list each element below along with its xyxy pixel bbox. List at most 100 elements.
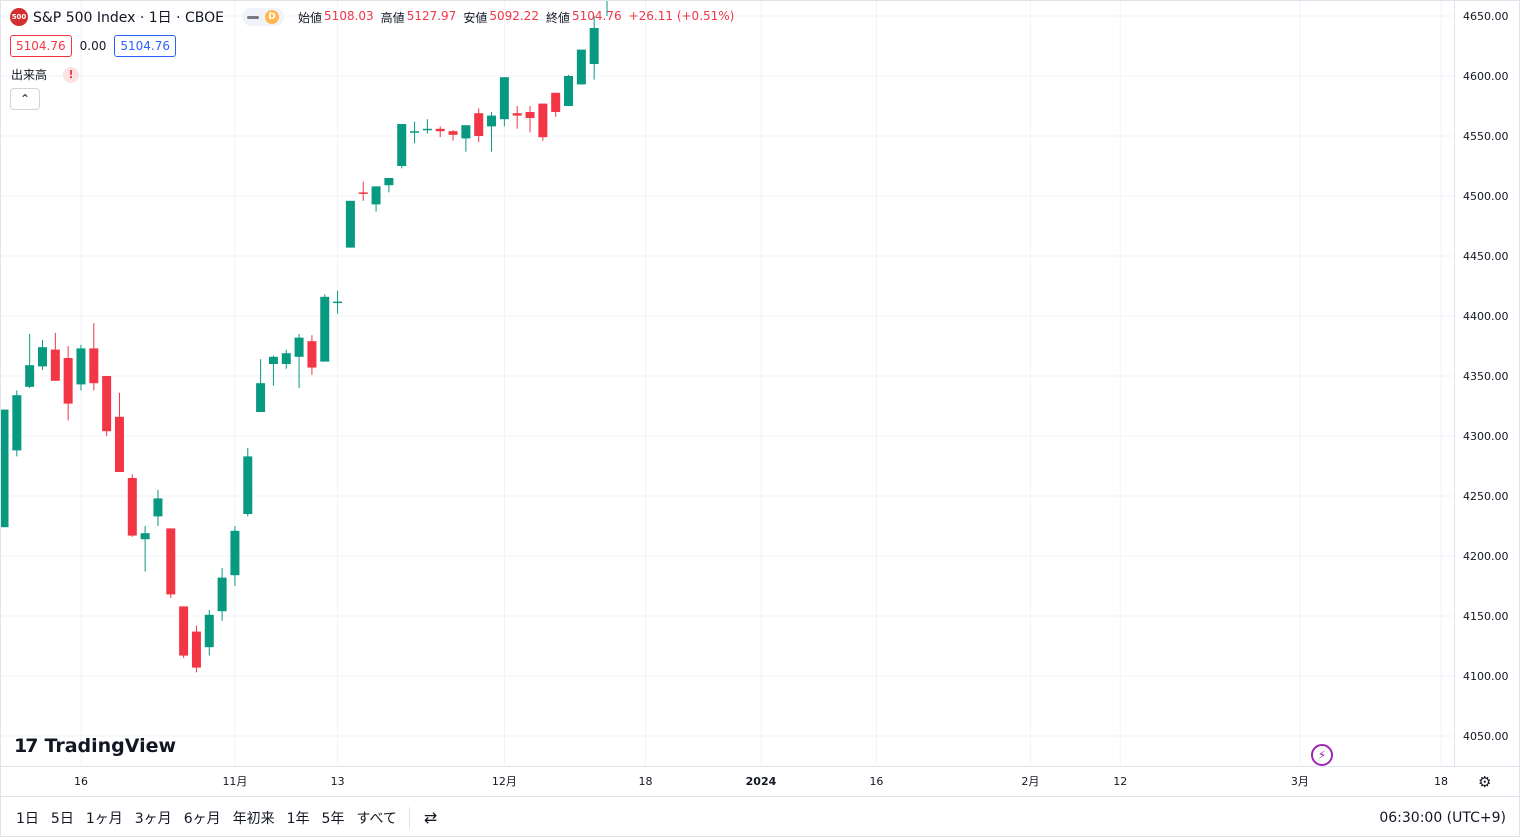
ask-price-box[interactable]: 5104.76 — [114, 35, 176, 57]
ohlc-value: 5104.76 — [571, 8, 622, 23]
candle-body[interactable] — [435, 128, 445, 132]
candle-body[interactable] — [114, 416, 124, 472]
collapse-legend-button[interactable]: ⌃ — [10, 88, 40, 110]
candle-body[interactable] — [333, 301, 343, 304]
time-axis-label: 12 — [1113, 775, 1127, 788]
candle-body[interactable] — [243, 456, 253, 514]
candle-body[interactable] — [371, 186, 381, 205]
ohlc-value: +26.11 (+0.51%) — [628, 8, 735, 23]
candle-body[interactable] — [25, 365, 35, 387]
candle-body[interactable] — [256, 383, 266, 412]
candle-body[interactable] — [179, 606, 189, 656]
symbol-title[interactable]: S&P 500 Index · 1日 · CBOE — [33, 10, 225, 26]
candle-body[interactable] — [102, 376, 112, 432]
candle-body[interactable] — [12, 395, 22, 451]
candle-body[interactable] — [589, 28, 599, 64]
candle-body[interactable] — [320, 296, 330, 362]
candle-body[interactable] — [127, 478, 137, 536]
candle-body[interactable] — [50, 349, 60, 381]
chart-area[interactable]: 4050.00 4100.00 4150.00 4200.00 4250.00 4300.… — [0, 0, 1520, 796]
lightning-icon[interactable]: ⚡ — [1311, 744, 1333, 766]
range-button-5y[interactable]: 5年 — [321, 810, 345, 827]
candle-body[interactable] — [538, 103, 548, 138]
price-row: 5104.76 0.00 5104.76 — [10, 35, 176, 57]
time-axis-label: 11月 — [222, 775, 247, 788]
warning-icon[interactable]: ! — [63, 66, 80, 83]
range-button-ytd[interactable]: 年初来 — [232, 810, 275, 827]
price-axis-label: 4100.00 — [1463, 670, 1509, 683]
candle-body[interactable] — [140, 533, 150, 540]
candle-body[interactable] — [89, 348, 99, 384]
time-axis-label: 3月 — [1291, 775, 1309, 788]
range-button-3m[interactable]: 3ヶ月 — [134, 810, 172, 827]
range-button-all[interactable]: すべて — [356, 810, 397, 827]
time-axis-label: 18 — [1434, 775, 1448, 788]
price-axis-label: 4200.00 — [1463, 550, 1509, 563]
candle-body[interactable] — [0, 409, 9, 528]
candle-body[interactable] — [63, 358, 73, 404]
candle-body[interactable] — [191, 631, 201, 668]
candle-body[interactable] — [268, 356, 278, 364]
price-axis-label: 4150.00 — [1463, 610, 1509, 623]
tradingview-mark-icon: 17 — [14, 735, 38, 757]
gear-icon[interactable]: ⚙ — [1478, 773, 1492, 791]
price-axis-label: 4650.00 — [1463, 10, 1509, 23]
delayed-data-icon: D — [265, 10, 280, 24]
candlestick-chart[interactable]: 4050.00 4100.00 4150.00 4200.00 4250.00 4300.… — [0, 0, 1520, 796]
candle-body[interactable] — [76, 348, 86, 385]
candle-body[interactable] — [307, 341, 317, 368]
candle-body[interactable] — [294, 337, 304, 357]
bottom-toolbar: 1日 5日 1ヶ月 3ヶ月 6ヶ月 年初来 1年 5年 すべて ⇄ 06:30:… — [0, 796, 1520, 838]
candle-body[interactable] — [345, 200, 355, 248]
timezone-clock[interactable]: 06:30:00 (UTC+9) — [1379, 809, 1506, 826]
tradingview-wordmark: TradingView — [44, 735, 177, 757]
range-button-1d[interactable]: 1日 — [16, 810, 39, 827]
dash-icon — [247, 15, 260, 19]
bid-price-box[interactable]: 5104.76 — [10, 35, 72, 57]
candle-body[interactable] — [474, 113, 484, 136]
candle-body[interactable] — [551, 92, 561, 112]
candle-body[interactable] — [204, 614, 214, 648]
range-button-6m[interactable]: 6ヶ月 — [183, 810, 221, 827]
time-axis-label: 2月 — [1021, 775, 1039, 788]
candle-body[interactable] — [422, 128, 432, 131]
spread-value: 0.00 — [79, 39, 107, 53]
symbol-logo: 500 — [10, 8, 28, 26]
price-axis-label: 4600.00 — [1463, 70, 1509, 83]
candle-body[interactable] — [358, 192, 368, 194]
ohlc-label: 始値 — [298, 10, 323, 25]
candle-body[interactable] — [217, 577, 227, 612]
chevron-up-icon: ⌃ — [19, 92, 31, 106]
candle-body[interactable] — [410, 131, 420, 133]
candle-body[interactable] — [448, 131, 458, 135]
candle-body[interactable] — [564, 76, 574, 106]
tradingview-logo[interactable]: 17 TradingView — [14, 735, 176, 757]
range-button-5d[interactable]: 5日 — [50, 810, 74, 827]
time-axis-label: 13 — [331, 775, 345, 788]
ohlc-value: 5108.03 — [324, 8, 374, 23]
candle-body[interactable] — [525, 112, 535, 118]
candle-body[interactable] — [153, 498, 163, 517]
candle-body[interactable] — [512, 113, 522, 116]
candle-body[interactable] — [499, 77, 509, 120]
range-button-1y[interactable]: 1年 — [286, 810, 310, 827]
price-axis-label: 4400.00 — [1463, 310, 1509, 323]
toolbar-divider — [408, 806, 410, 829]
ohlc-label: 高値 — [380, 10, 405, 25]
candle-body[interactable] — [166, 528, 176, 595]
price-axis-label: 4250.00 — [1463, 490, 1509, 503]
volume-label: 出来高 — [11, 68, 48, 82]
candle-body[interactable] — [487, 115, 497, 127]
range-button-1m[interactable]: 1ヶ月 — [85, 810, 123, 827]
candle-body[interactable] — [230, 530, 240, 576]
market-status-pill[interactable]: D — [242, 8, 285, 26]
candle-body[interactable] — [576, 49, 586, 85]
ohlc-label: 終値 — [545, 10, 570, 25]
candle-body[interactable] — [384, 178, 394, 186]
candle-body[interactable] — [281, 353, 291, 364]
volume-legend: 出来高 ! — [11, 66, 80, 83]
go-to-date-icon[interactable]: ⇄ — [423, 808, 438, 827]
candle-body[interactable] — [461, 125, 471, 139]
candle-body[interactable] — [397, 124, 407, 166]
candle-body[interactable] — [37, 347, 47, 367]
